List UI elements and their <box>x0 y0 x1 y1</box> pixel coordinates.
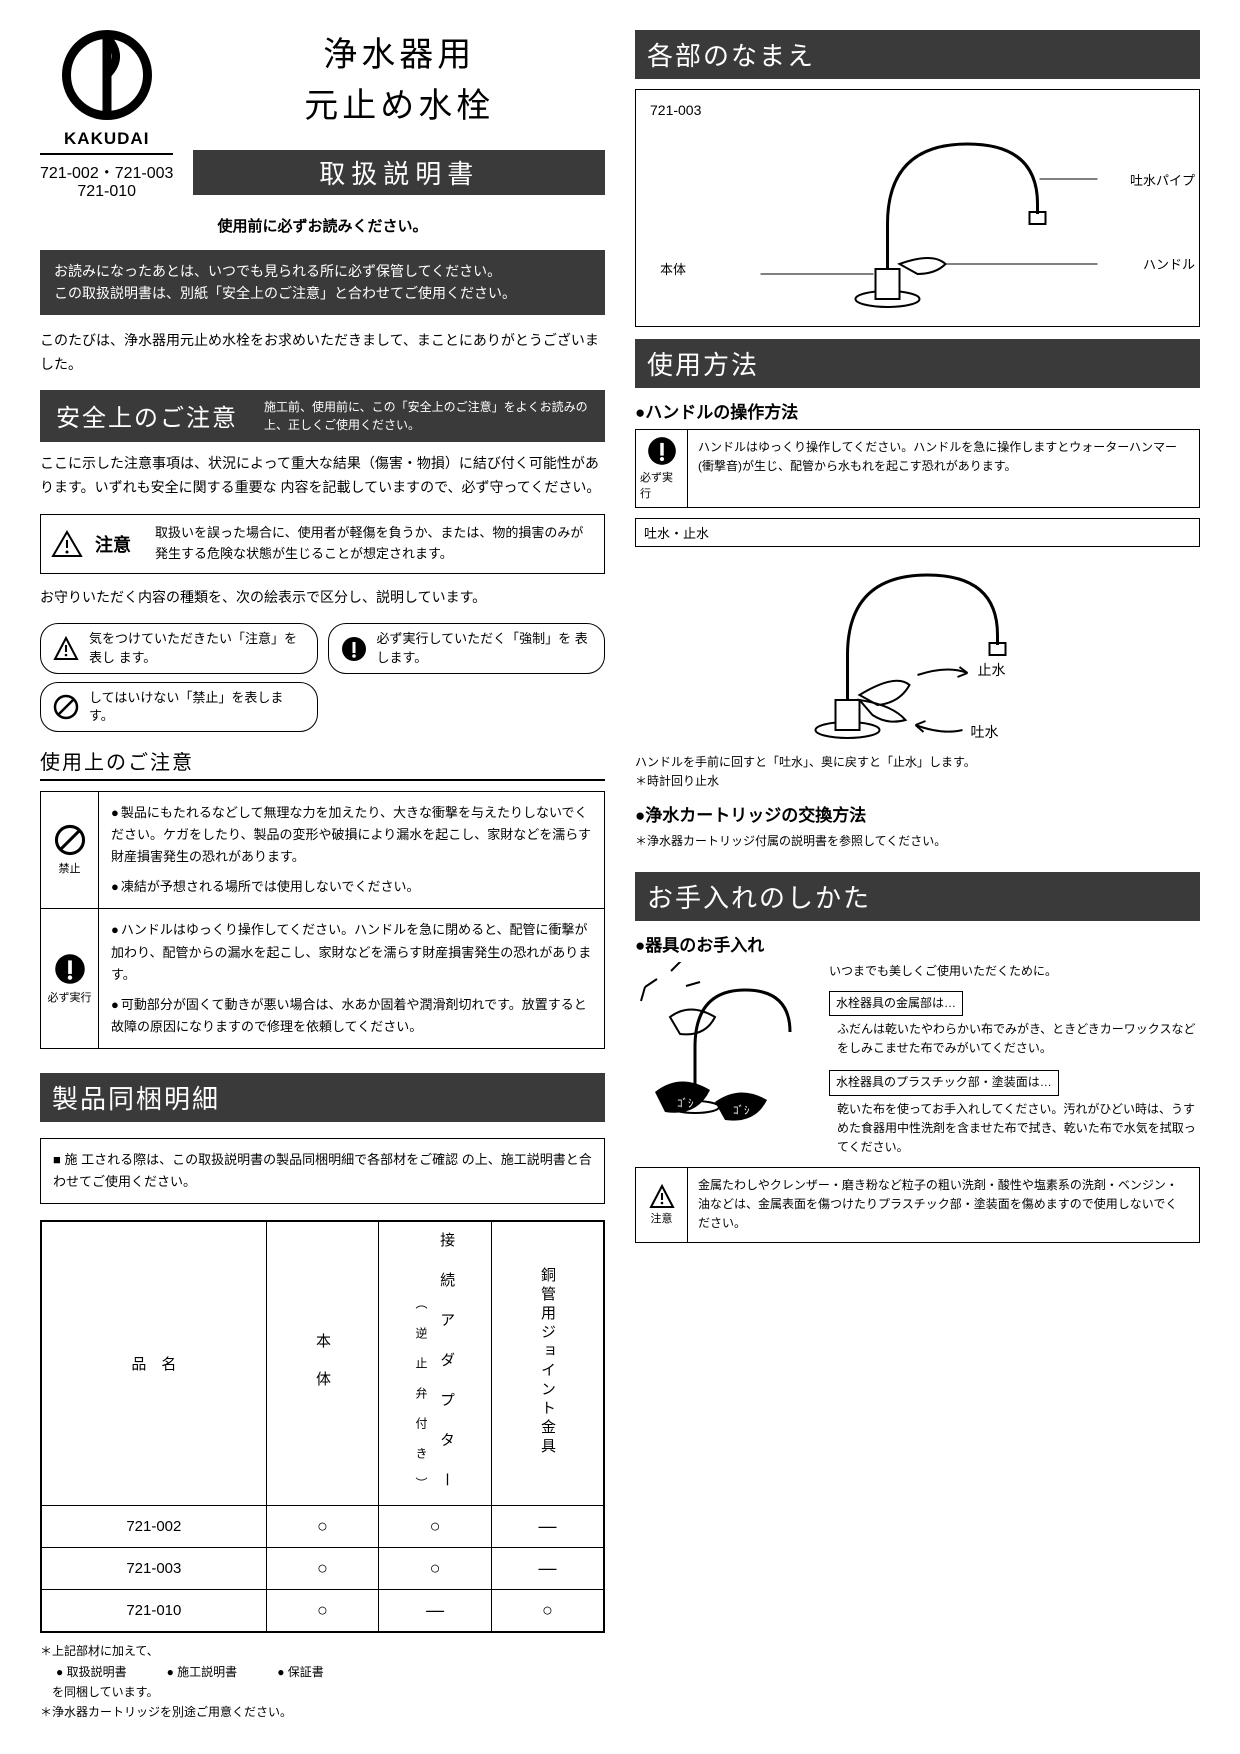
faucet-diagram-icon <box>650 124 1185 314</box>
model-numbers: 721-002・721-003 721-010 <box>40 153 173 201</box>
col-body: 本 体 <box>266 1221 379 1506</box>
caution-icon <box>649 1184 675 1210</box>
caution-label: 注意 <box>95 531 143 557</box>
cartridge-heading: ●浄水カートリッジの交換方法 <box>635 801 1200 826</box>
must-text: ハンドルはゆっくり操作してください。ハンドルを急に閉めると、配管に衝撃が加わり、… <box>99 909 604 1047</box>
cartridge-note: ＊浄水器カートリッジ付属の説明書を参照してください。 <box>635 832 1200 851</box>
must-icon <box>54 953 86 985</box>
table-row: 721-010 ○ — ○ <box>41 1590 604 1633</box>
col-joint: 銅管用ジョイント金具 <box>491 1221 604 1506</box>
must-row: 必ず実行 ハンドルはゆっくり操作してください。ハンドルを急に閉めると、配管に衝撃… <box>41 909 604 1047</box>
prohibit-icon <box>53 694 79 720</box>
product-title: 浄水器用 元止め水栓 <box>193 30 605 132</box>
operation-diagram: 止水 吐水 <box>635 555 1200 745</box>
col-name: 品 名 <box>41 1221 266 1506</box>
parts-table: 品 名 本 体 （ 逆 止 弁 付 き ） 接 続 ア ダ プ タ ー 銅管用ジ… <box>40 1220 605 1633</box>
care-section-heading: ●器具のお手入れ <box>635 931 1200 956</box>
diagram-model: 721-003 <box>650 102 1185 118</box>
svg-text:止水: 止水 <box>978 662 1006 678</box>
must-icon <box>647 436 677 466</box>
cleaning-faucet-icon: ｺﾞｼ ｺﾞｼ <box>635 962 815 1132</box>
table-footnotes: ＊上記部材に加えて、 ● 取扱説明書 ● 施工説明書 ● 保証書 を同梱していま… <box>40 1641 605 1723</box>
symbol-intro: お守りいただく内容の種類を、次の絵表示で区分し、説明しています。 <box>40 586 605 610</box>
usage-caution-heading: 使用上のご注意 <box>40 746 605 781</box>
safety-body: ここに示した注意事項は、状況によって重大な結果（傷害・物損）に結び付く可能性があ… <box>40 452 605 500</box>
symbol-prohibit: してはいけない「禁止」を表します。 <box>40 682 318 732</box>
svg-text:吐水: 吐水 <box>971 724 999 740</box>
label-handle: ハンドル <box>1143 254 1195 273</box>
prohibit-cell-icon: 禁止 <box>41 792 99 908</box>
handle-op-heading: ●ハンドルの操作方法 <box>635 398 1200 423</box>
safety-subtitle: 施工前、使用前に、この「安全上のご注意」をよくお読みの上、正しくご使用ください。 <box>254 390 605 442</box>
symbol-row-1: 気をつけていただきたい「注意」を表し ます。 必ず実行していただく「強制」を 表… <box>40 623 605 673</box>
manual-label: 取扱説明書 <box>193 150 605 195</box>
symbol-row-2: してはいけない「禁止」を表します。 <box>40 682 605 732</box>
prohibit-text: 製品にもたれるなどして無理な力を加えたり、大きな衝撃を与えたりしないでください。… <box>99 792 604 908</box>
symbol-must: 必ず実行していただく「強制」を 表します。 <box>328 623 606 673</box>
kakudai-logo-icon <box>62 30 152 120</box>
svg-text:ｺﾞｼ: ｺﾞｼ <box>733 1104 750 1117</box>
prohibit-row: 禁止 製品にもたれるなどして無理な力を加えたり、大きな衝撃を与えたりしないでくだ… <box>41 792 604 909</box>
manifest-heading: 製品同梱明細 <box>40 1073 605 1122</box>
care-attention-box: 注意 金属たわしやクレンザー・磨き粉など粒子の粗い洗剤・酸性や塩素系の洗剤・ベン… <box>635 1167 1200 1243</box>
care-metal-title: 水栓器具の金属部は… <box>829 991 963 1016</box>
faucet-operation-icon: 止水 吐水 <box>635 555 1200 745</box>
caution-definition: 取扱いを誤った場合に、使用者が軽傷を負うか、または、物的損害のみが発生する危険な… <box>155 523 594 565</box>
label-body: 本体 <box>660 259 686 278</box>
table-row: 721-002 ○ ○ — <box>41 1506 604 1548</box>
usage-heading: 使用方法 <box>635 339 1200 388</box>
storage-note: お読みになったあとは、いつでも見られる所に必ず保管してください。 この取扱説明書… <box>40 250 605 315</box>
caution-definition-box: 注意 取扱いを誤った場合に、使用者が軽傷を負うか、または、物的損害のみが発生する… <box>40 514 605 574</box>
operation-note: ハンドルを手前に回すと「吐水」、奥に戻すと「止水」します。 ＊時計回り止水 <box>635 753 1200 791</box>
symbol-caution: 気をつけていただきたい「注意」を表し ます。 <box>40 623 318 673</box>
warning-triangle-icon <box>51 530 83 558</box>
care-attn-text: 金属たわしやクレンザー・磨き粉など粒子の粗い洗剤・酸性や塩素系の洗剤・ベンジン・… <box>688 1168 1199 1242</box>
col-adapter: （ 逆 止 弁 付 き ） 接 続 ア ダ プ タ ー <box>379 1221 492 1506</box>
attn-icon-cell: 注意 <box>636 1168 688 1242</box>
table-row: 721-003 ○ ○ — <box>41 1548 604 1590</box>
manifest-note: ■ 施 工される際は、この取扱説明書の製品同梱明細で各部材をご確認 の上、施工説… <box>40 1138 605 1204</box>
handle-must-box: 必ず実行 ハンドルはゆっくり操作してください。ハンドルを急に操作しますとウォータ… <box>635 429 1200 508</box>
safety-header: 安全上のご注意 施工前、使用前に、この「安全上のご注意」をよくお読みの上、正しく… <box>40 390 605 442</box>
brand-logo-box: KAKUDAI 721-002・721-003 721-010 <box>40 30 173 201</box>
parts-diagram: 721-003 吐水パイプ 本体 ハンドル <box>635 89 1200 327</box>
caution-table: 禁止 製品にもたれるなどして無理な力を加えたり、大きな衝撃を与えたりしないでくだ… <box>40 791 605 1049</box>
handle-must-text: ハンドルはゆっくり操作してください。ハンドルを急に操作しますとウォーターハンマー… <box>688 430 1199 507</box>
svg-text:ｺﾞｼ: ｺﾞｼ <box>677 1097 694 1110</box>
safety-title: 安全上のご注意 <box>40 390 254 442</box>
title-block: 浄水器用 元止め水栓 取扱説明書 <box>193 30 605 195</box>
must-cell-icon: 必ず実行 <box>41 909 99 1047</box>
care-heading: お手入れのしかた <box>635 872 1200 921</box>
care-illustration: ｺﾞｼ ｺﾞｼ <box>635 962 815 1132</box>
must-icon-cell: 必ず実行 <box>636 430 688 507</box>
care-plastic-title: 水栓器具のプラスチック部・塗装面は… <box>829 1070 1059 1095</box>
must-icon <box>341 636 367 662</box>
label-spout: 吐水パイプ <box>1130 170 1195 189</box>
prohibit-icon <box>54 824 86 856</box>
thanks-text: このたびは、浄水器用元止め水栓をお求めいただきまして、まことにありがとうございま… <box>40 329 605 377</box>
caution-icon <box>53 636 79 662</box>
operation-label: 吐水・止水 <box>635 518 1200 547</box>
header-block: KAKUDAI 721-002・721-003 721-010 浄水器用 元止め… <box>40 30 605 201</box>
read-before-note: 使用前に必ずお読みください。 <box>40 215 605 236</box>
care-text: いつまでも美しくご使用いただくために。 水栓器具の金属部は… ふだんは乾いたやわ… <box>829 962 1200 1158</box>
care-content: ｺﾞｼ ｺﾞｼ いつまでも美しくご使用いただくために。 水栓器具の金属部は… ふ… <box>635 962 1200 1158</box>
brand-name: KAKUDAI <box>40 129 173 149</box>
parts-heading: 各部のなまえ <box>635 30 1200 79</box>
